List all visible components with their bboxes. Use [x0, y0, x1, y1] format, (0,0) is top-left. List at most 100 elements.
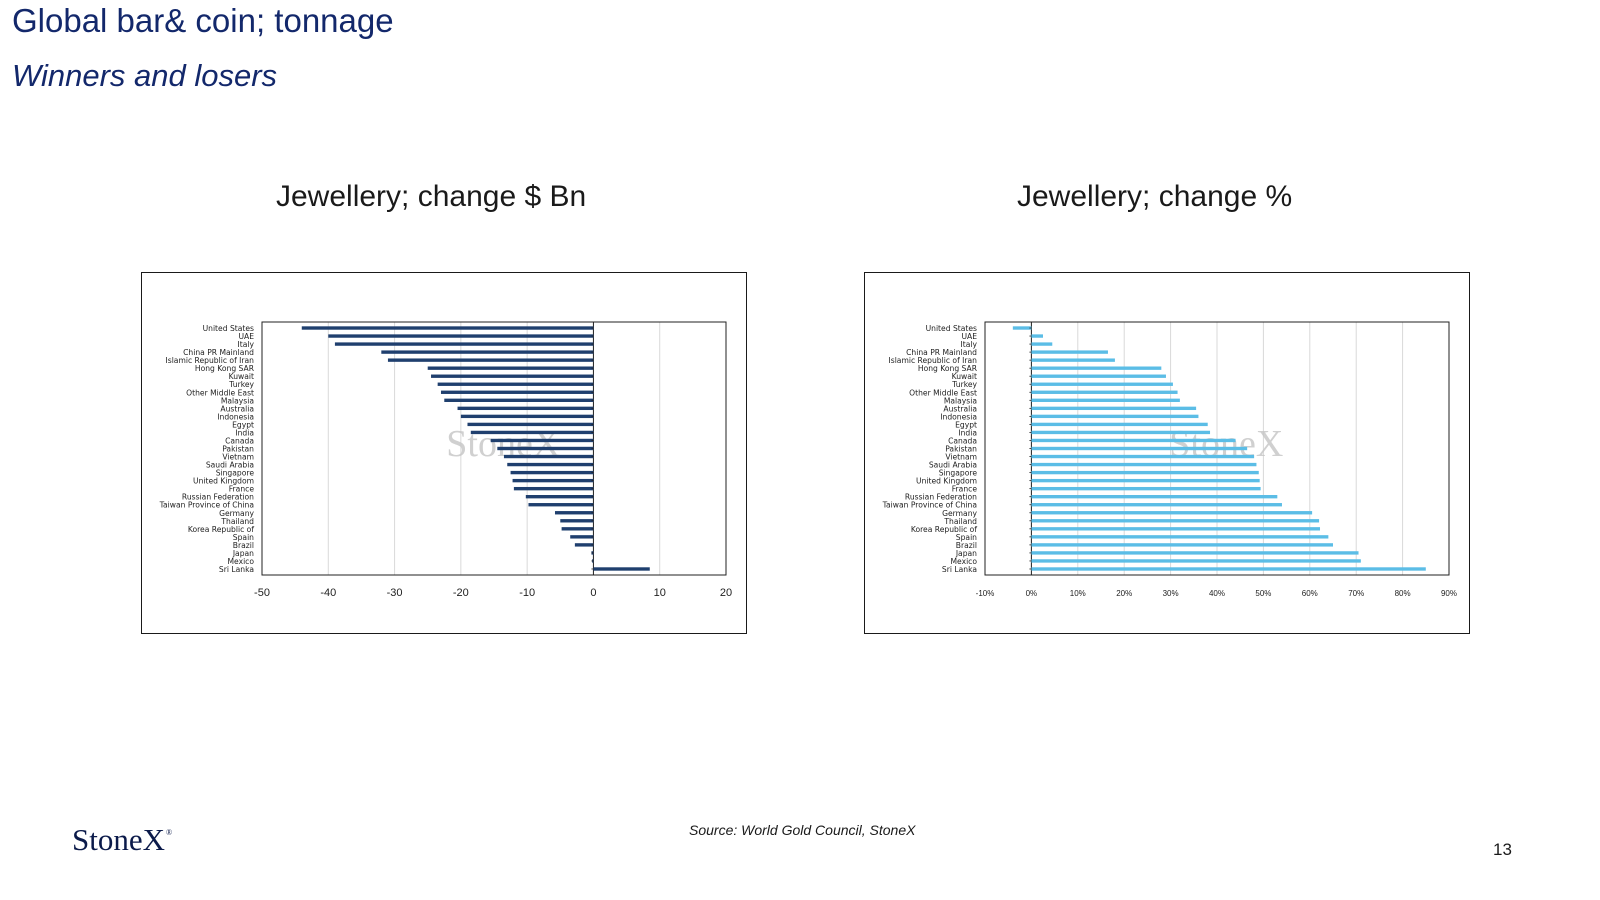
right-bar	[1031, 398, 1180, 402]
left-category-label: Turkey	[228, 380, 254, 389]
left-category-label: Malaysia	[221, 396, 254, 405]
left-category-label: India	[235, 428, 254, 437]
left-category-label: Kuwait	[229, 372, 254, 381]
left-bar	[497, 446, 594, 451]
right-bar	[1031, 511, 1313, 515]
left-bar	[460, 414, 594, 419]
left-category-label: Sri Lanka	[219, 565, 254, 574]
left-category-label: Other Middle East	[186, 388, 254, 397]
right-bar	[1031, 527, 1321, 531]
right-category-label: Russian Federation	[905, 493, 977, 502]
right-bar	[1031, 374, 1166, 378]
chart-right-title: Jewellery; change %	[1017, 180, 1293, 213]
left-bar	[444, 398, 594, 402]
right-category-label: Egypt	[955, 420, 977, 429]
right-tick-label: -10%	[976, 589, 995, 598]
left-category-label: Germany	[219, 509, 254, 518]
left-bar	[593, 567, 650, 571]
left-tick-label: 0	[590, 587, 596, 599]
right-bar	[1031, 519, 1320, 523]
right-bar	[1031, 478, 1260, 483]
left-category-label: Canada	[225, 436, 254, 445]
left-bar	[437, 382, 594, 386]
left-bar	[427, 366, 594, 370]
left-category-label: Australia	[220, 404, 254, 413]
left-bar	[381, 350, 594, 354]
left-category-label: Islamic Republic of Iran	[166, 356, 255, 365]
right-bar	[1031, 430, 1211, 435]
right-bar	[1031, 382, 1173, 386]
chart-left-frame: -50 -40 -30 -20 -10 0 10 20 StoneX United States U…	[141, 272, 747, 634]
left-bar	[560, 519, 594, 523]
left-category-label: France	[229, 485, 255, 494]
left-category-label: Brazil	[233, 541, 254, 550]
right-category-label: Vietnam	[945, 453, 977, 462]
left-tick-label: -10	[519, 587, 535, 599]
left-bar	[490, 438, 594, 443]
left-bar	[561, 527, 594, 531]
right-category-label: China PR Mainland	[906, 348, 977, 357]
right-category-label: Islamic Republic of Iran	[889, 356, 978, 365]
stonex-logo: StoneX®	[72, 822, 172, 858]
right-bar	[1031, 438, 1236, 443]
source-note: Source: World Gold Council, StoneX	[689, 822, 916, 838]
left-category-label: Spain	[233, 533, 254, 542]
right-tick-label: 30%	[1163, 589, 1179, 598]
right-bar	[1031, 334, 1043, 338]
left-tick-label: -50	[254, 587, 270, 599]
right-category-label: Sri Lanka	[942, 565, 977, 574]
left-category-label: United States	[203, 324, 254, 333]
right-tick-label: 80%	[1395, 589, 1411, 598]
left-category-label: Indonesia	[217, 412, 254, 421]
right-tick-label: 90%	[1441, 589, 1457, 598]
right-category-label: Pakistan	[945, 445, 977, 454]
page-number: 13	[1493, 840, 1512, 859]
right-category-label: Italy	[961, 340, 978, 349]
right-category-label: Germany	[942, 509, 977, 518]
right-bar	[1031, 390, 1178, 394]
left-category-label: Pakistan	[222, 445, 254, 454]
right-tick-label: 60%	[1302, 589, 1318, 598]
slide-subtitle: Winners and losers	[12, 58, 278, 93]
left-category-label: Taiwan Province of China	[159, 501, 254, 510]
left-category-label: Mexico	[227, 557, 254, 566]
right-category-label: UAE	[961, 332, 977, 341]
right-bar	[1031, 567, 1426, 571]
right-category-label: Kuwait	[952, 372, 977, 381]
left-bar	[440, 390, 594, 394]
left-bar	[525, 495, 594, 499]
right-bar	[1031, 422, 1208, 427]
left-tick-label: -30	[387, 587, 403, 599]
right-category-label: Korea Republic of	[911, 525, 977, 534]
slide-title: Global bar& coin; tonnage	[12, 2, 394, 39]
left-category-label: United Kingdom	[193, 477, 254, 486]
left-bar	[470, 430, 594, 435]
right-category-label: Canada	[948, 436, 977, 445]
right-tick-label: 0%	[1026, 589, 1038, 598]
left-plot-border	[261, 321, 727, 576]
right-tick-label: 20%	[1116, 589, 1132, 598]
left-category-label: Vietnam	[222, 453, 254, 462]
right-tick-label: 70%	[1348, 589, 1364, 598]
right-category-label: Malaysia	[944, 396, 977, 405]
left-bar	[512, 478, 594, 483]
left-bar	[513, 486, 594, 491]
right-tick-label: 40%	[1209, 589, 1225, 598]
right-bar	[1031, 454, 1255, 459]
right-bar	[1031, 350, 1108, 354]
right-bar	[1031, 535, 1329, 539]
right-plot-border	[984, 321, 1450, 576]
left-category-label: Russian Federation	[182, 493, 254, 502]
chart-left-title: Jewellery; change $ Bn	[276, 180, 587, 213]
right-bar	[1031, 406, 1197, 411]
left-category-label: Italy	[238, 340, 255, 349]
right-bar	[1031, 551, 1359, 555]
right-category-label: Mexico	[950, 557, 977, 566]
right-category-label: Thailand	[943, 517, 977, 526]
right-category-label: Turkey	[951, 380, 977, 389]
right-bar	[1031, 414, 1199, 419]
right-category-label: Brazil	[956, 541, 977, 550]
right-category-label: Saudi Arabia	[929, 461, 977, 470]
